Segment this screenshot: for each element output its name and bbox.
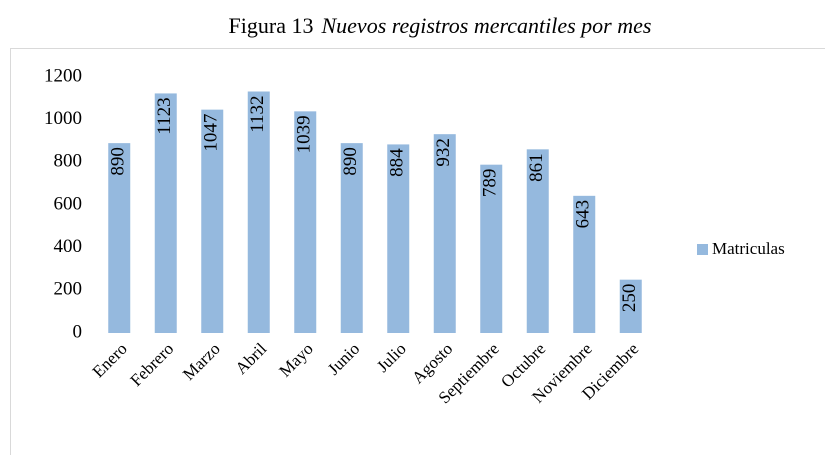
x-tick-label: Abril: [232, 339, 271, 378]
title-text: Nuevos registros mercantiles por mes: [320, 13, 651, 38]
bar: [480, 164, 503, 333]
bar: [247, 91, 270, 333]
y-tick-label: 400: [54, 236, 83, 257]
data-label: 932: [433, 138, 454, 167]
y-tick-label: 200: [54, 279, 83, 300]
chart-frame: [10, 48, 825, 455]
data-label: 861: [526, 153, 547, 182]
figure-label: Figura 13: [229, 13, 314, 38]
legend-swatch: [697, 244, 708, 255]
x-tick-label: Junio: [324, 339, 363, 378]
y-tick-label: 800: [54, 151, 83, 172]
data-label: 884: [387, 148, 408, 177]
bar: [619, 279, 642, 333]
bar: [573, 195, 596, 333]
bar: [201, 109, 224, 333]
data-label: 1132: [247, 96, 268, 133]
y-tick-label: 0: [73, 321, 83, 342]
data-label: 890: [108, 147, 129, 176]
y-tick-label: 600: [54, 193, 83, 214]
x-tick-label: Julio: [373, 339, 410, 376]
bar: [433, 134, 456, 333]
bar: [340, 143, 363, 333]
data-label: 1047: [201, 114, 222, 152]
data-label: 1123: [154, 97, 175, 134]
data-label: 789: [480, 169, 501, 198]
y-tick-label: 1200: [44, 65, 82, 86]
x-tick-label: Febrero: [127, 339, 178, 390]
data-label: 643: [573, 200, 594, 229]
chart-title: Figura 13 Nuevos registros mercantiles po…: [229, 13, 652, 38]
bar: [108, 143, 131, 333]
bar: [387, 144, 410, 333]
y-tick-label: 1000: [44, 108, 82, 129]
data-label: 1039: [294, 115, 315, 153]
x-tick-label: Mayo: [275, 339, 316, 380]
x-tick-label: Enero: [89, 339, 131, 381]
x-tick-label: Marzo: [179, 339, 224, 384]
bar: [526, 149, 549, 333]
bar: [154, 93, 177, 333]
bar: [294, 111, 317, 333]
data-label: 890: [340, 147, 361, 176]
legend-label: Matriculas: [712, 239, 785, 258]
data-label: 250: [619, 284, 640, 313]
